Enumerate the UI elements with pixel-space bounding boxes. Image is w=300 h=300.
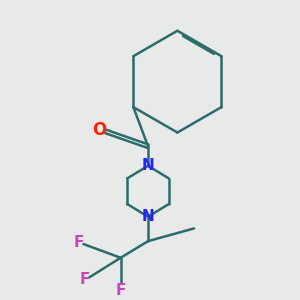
Text: F: F xyxy=(79,272,90,287)
Text: F: F xyxy=(74,235,84,250)
Text: N: N xyxy=(142,209,154,224)
Text: O: O xyxy=(92,121,106,139)
Text: N: N xyxy=(142,158,154,173)
Text: F: F xyxy=(116,283,126,298)
